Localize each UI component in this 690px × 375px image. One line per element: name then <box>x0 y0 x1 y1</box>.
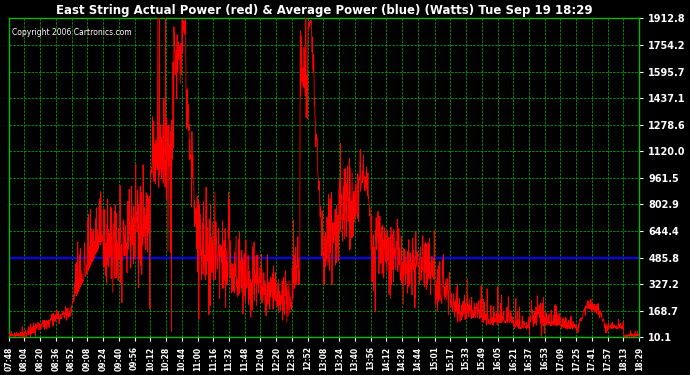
Title: East String Actual Power (red) & Average Power (blue) (Watts) Tue Sep 19 18:29: East String Actual Power (red) & Average… <box>56 4 592 17</box>
Text: Copyright 2006 Cartronics.com: Copyright 2006 Cartronics.com <box>12 28 131 37</box>
